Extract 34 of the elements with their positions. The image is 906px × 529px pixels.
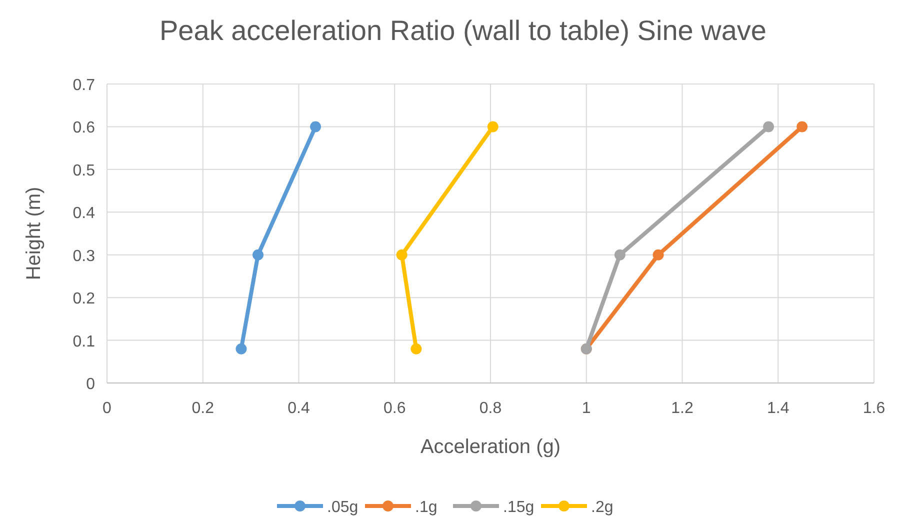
y-tick-label: 0.5 [72, 162, 96, 180]
x-tick-label: 1.2 [671, 400, 694, 417]
y-tick-label: 0.4 [72, 205, 96, 222]
x-tick-label: 0.4 [288, 400, 310, 417]
legend-label: .2g [591, 499, 614, 516]
y-tick-label: 0.1 [72, 333, 96, 350]
y-tick-label: 0 [86, 376, 96, 393]
point [236, 343, 247, 354]
y-tick-label: 0.6 [72, 120, 96, 137]
y-axis-title: Height (m) [23, 186, 45, 280]
x-tick-label: 1.4 [767, 400, 790, 417]
x-axis-title: Acceleration (g) [420, 436, 561, 458]
point [396, 249, 408, 260]
legend-label: .1g [415, 499, 438, 516]
point [310, 121, 322, 132]
x-tick-label: 1 [582, 400, 591, 417]
chart-title: Peak acceleration Ratio (wall to table) Sine wave [160, 15, 766, 46]
x-tick-label: 0.2 [192, 400, 214, 417]
y-tick-label: 0.3 [72, 248, 96, 265]
x-tick-label: 0 [102, 400, 112, 417]
point [652, 249, 664, 260]
x-tick-label: 1.6 [862, 400, 886, 417]
point [252, 249, 264, 260]
point [614, 249, 626, 260]
legend-label: .15g [503, 499, 534, 516]
x-tick-label: 0.6 [384, 400, 406, 417]
point [410, 343, 422, 354]
y-tick-label: 0.7 [72, 77, 96, 94]
point [487, 121, 498, 132]
legend-label: .05g [327, 499, 358, 516]
point [763, 121, 774, 132]
y-tick-label: 0.2 [72, 290, 96, 308]
point [796, 121, 808, 132]
x-tick-label: 0.8 [479, 400, 502, 417]
